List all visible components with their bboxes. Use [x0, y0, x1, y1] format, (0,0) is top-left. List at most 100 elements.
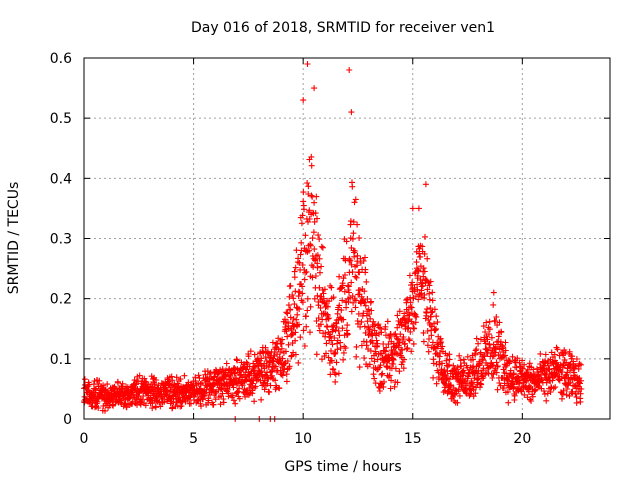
data-point: [429, 289, 436, 296]
data-point: [348, 308, 355, 315]
data-point: [319, 356, 325, 363]
data-point: [434, 319, 441, 326]
data-point: [388, 351, 395, 358]
data-point: [401, 310, 408, 317]
data-point: [332, 378, 339, 385]
data-point: [169, 404, 176, 411]
data-point: [311, 199, 318, 206]
data-point: [530, 366, 537, 373]
data-point: [401, 356, 407, 363]
data-point: [298, 247, 305, 254]
data-point: [149, 405, 156, 412]
data-point: [356, 364, 363, 371]
data-point: [442, 372, 449, 378]
data-point: [490, 301, 497, 308]
data-point: [323, 350, 329, 357]
x-tick-label: 15: [404, 431, 422, 447]
data-point: [119, 380, 126, 387]
data-point: [413, 293, 419, 300]
data-point: [353, 353, 360, 360]
data-point: [337, 339, 344, 346]
data-point: [300, 97, 307, 104]
data-point: [200, 396, 206, 403]
data-point: [361, 355, 368, 361]
data-point: [198, 379, 205, 386]
data-point: [566, 348, 573, 355]
data-point: [161, 399, 168, 405]
data-point: [426, 282, 433, 289]
data-point: [500, 353, 507, 360]
data-point: [383, 363, 390, 370]
data-point: [421, 250, 428, 257]
data-point: [274, 351, 281, 358]
data-point: [472, 347, 479, 354]
data-point: [332, 371, 339, 378]
data-point: [404, 325, 411, 332]
data-point: [367, 315, 374, 322]
data-point: [363, 278, 370, 285]
data-point: [289, 292, 296, 298]
data-point: [543, 397, 550, 404]
data-point: [519, 365, 526, 372]
data-point: [243, 376, 250, 383]
data-point: [468, 379, 475, 386]
data-point: [472, 390, 479, 397]
data-point: [454, 399, 461, 406]
data-point: [291, 301, 298, 308]
data-point: [433, 313, 440, 320]
data-point: [394, 324, 401, 331]
data-point: [296, 321, 302, 328]
data-point: [223, 379, 230, 386]
data-point: [415, 296, 422, 303]
data-point: [230, 384, 237, 391]
data-point: [384, 364, 391, 371]
data-point: [414, 272, 421, 279]
data-point: [567, 367, 574, 374]
data-point: [179, 398, 186, 405]
data-point: [577, 380, 583, 387]
chart-title: Day 016 of 2018, SRMTID for receiver ven…: [191, 20, 495, 36]
data-point: [243, 388, 249, 394]
data-point: [247, 348, 254, 355]
data-point: [284, 310, 291, 317]
data-point: [446, 351, 453, 358]
data-point: [154, 384, 161, 391]
data-point: [314, 252, 321, 259]
data-point: [370, 371, 377, 378]
data-point: [563, 391, 570, 398]
data-point: [327, 371, 334, 378]
data-point: [296, 289, 303, 296]
data-point: [369, 340, 376, 347]
data-point: [394, 312, 401, 319]
data-point: [504, 388, 511, 395]
data-point: [292, 337, 299, 344]
data-point: [168, 373, 175, 380]
data-point: [454, 364, 461, 371]
data-point: [422, 181, 429, 188]
data-point: [560, 387, 567, 394]
data-point: [314, 292, 321, 299]
data-point: [294, 305, 301, 312]
data-point: [511, 383, 517, 390]
data-point: [323, 340, 330, 347]
data-point: [304, 295, 311, 302]
data-point: [173, 374, 180, 381]
data-point: [300, 327, 307, 334]
data-point: [339, 325, 346, 332]
data-point: [115, 379, 121, 386]
data-point: [262, 344, 269, 351]
data-point: [354, 221, 361, 228]
data-point: [498, 329, 505, 336]
data-point: [419, 282, 426, 289]
data-point: [415, 266, 421, 273]
data-point: [439, 343, 446, 350]
data-point: [232, 400, 239, 407]
data-point: [334, 340, 341, 347]
data-point: [333, 324, 340, 331]
data-point: [553, 359, 560, 366]
x-tick-label: 5: [189, 431, 198, 447]
data-point: [367, 347, 374, 354]
x-tick-label: 20: [513, 431, 531, 447]
data-point: [251, 364, 258, 371]
data-point: [446, 356, 453, 363]
